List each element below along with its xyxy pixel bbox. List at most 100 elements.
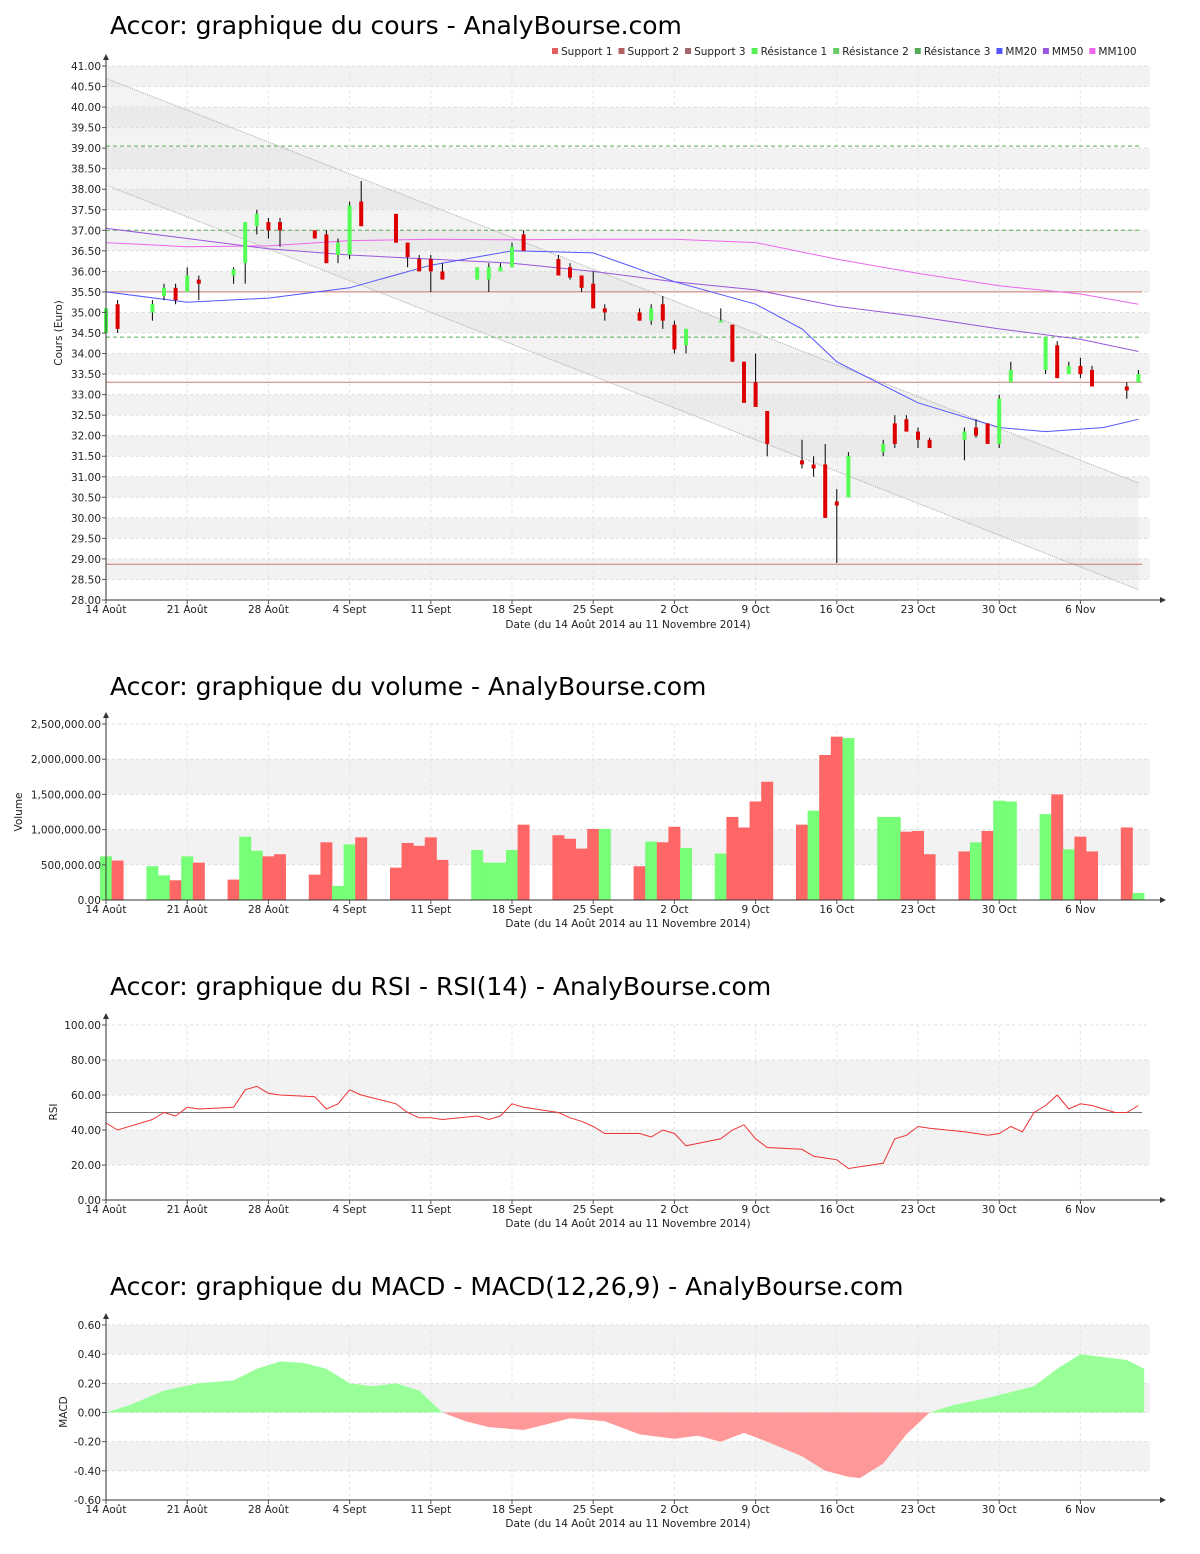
volume-bar bbox=[1039, 814, 1052, 900]
y-tick-label: 20.00 bbox=[71, 1160, 101, 1172]
x-axis-arrow bbox=[1160, 897, 1166, 903]
volume-bar bbox=[958, 851, 971, 900]
y-tick-label: 32.50 bbox=[71, 410, 101, 422]
x-tick-label: 6 Nov bbox=[1065, 604, 1096, 616]
candle-body bbox=[718, 320, 723, 323]
x-tick-label: 14 Août bbox=[86, 1504, 127, 1516]
candle-body bbox=[185, 275, 190, 292]
rsi-axes bbox=[103, 1013, 1166, 1203]
volume-bar bbox=[471, 850, 484, 900]
x-tick-label: 2 Oct bbox=[660, 904, 688, 916]
x-tick-label: 21 Août bbox=[167, 1204, 208, 1216]
candle-body bbox=[243, 222, 248, 264]
trend-channel-fill bbox=[106, 78, 1139, 590]
candle-body bbox=[892, 423, 897, 444]
candle-body bbox=[1055, 345, 1060, 379]
x-tick-label: 16 Oct bbox=[819, 604, 854, 616]
grid-band bbox=[106, 759, 1150, 795]
candle-body bbox=[278, 222, 282, 231]
x-tick-label: 18 Sept bbox=[492, 604, 533, 616]
y-tick-label: 31.50 bbox=[71, 451, 101, 463]
volume-bar bbox=[320, 842, 333, 900]
y-tick-label: 40.00 bbox=[71, 1125, 101, 1137]
volume-bar bbox=[656, 842, 669, 900]
x-tick-label: 30 Oct bbox=[982, 604, 1017, 616]
candle-body bbox=[254, 213, 259, 227]
volume-bar bbox=[830, 736, 843, 900]
x-tick-label: 4 Sept bbox=[333, 1504, 367, 1516]
candle-body bbox=[1078, 365, 1083, 375]
macd-positive-area bbox=[106, 1354, 1145, 1413]
volume-bar bbox=[552, 835, 565, 900]
volume-bar bbox=[227, 879, 240, 900]
volume-bars bbox=[100, 736, 1145, 900]
trend-channel-line bbox=[105, 184, 1139, 591]
rsi-y-label: RSI bbox=[48, 1103, 60, 1120]
y-tick-label: 80.00 bbox=[71, 1055, 101, 1067]
candle-body bbox=[1066, 365, 1071, 375]
price-y-ticks: 28.00 28.50 29.00 29.50 30.00 30.50 31.00 31.50… bbox=[71, 61, 106, 607]
volume-bar bbox=[1074, 836, 1087, 900]
volume-bar bbox=[436, 859, 449, 900]
volume-bar bbox=[1120, 827, 1133, 900]
volume-bar bbox=[575, 848, 588, 900]
x-tick-label: 28 Août bbox=[248, 1204, 289, 1216]
x-tick-label: 11 Sept bbox=[410, 1504, 451, 1516]
candle-body bbox=[1090, 369, 1094, 387]
volume-bar bbox=[587, 828, 600, 900]
y-tick-label: 0.00 bbox=[78, 1195, 101, 1207]
candle-body bbox=[405, 242, 410, 258]
x-tick-label: 23 Oct bbox=[901, 1504, 936, 1516]
rsi-series-line bbox=[105, 1085, 1139, 1170]
y-tick-label: 500,000.00 bbox=[41, 860, 101, 872]
candle-body bbox=[660, 304, 665, 321]
y-tick-label: 36.50 bbox=[71, 246, 101, 258]
y-tick-label: 29.50 bbox=[71, 533, 101, 545]
volume-bar bbox=[111, 860, 124, 900]
candle-body bbox=[162, 287, 166, 297]
volume-bar bbox=[482, 862, 495, 900]
y-tick-label: 35.50 bbox=[71, 287, 101, 299]
legend-swatch bbox=[914, 48, 921, 54]
candle-body bbox=[579, 275, 584, 288]
macd-x-label: Date (du 14 Août 2014 au 11 Novembre 201… bbox=[505, 1518, 750, 1530]
volume-bar bbox=[796, 824, 808, 900]
x-tick-label: 16 Oct bbox=[819, 1204, 854, 1216]
y-tick-label: 31.00 bbox=[71, 472, 101, 484]
volume-x-ticks: 14 Août 21 Août 28 Août 4 Sept 11 Sept 18 Sep… bbox=[86, 900, 1096, 916]
grid-band bbox=[106, 353, 1150, 375]
volume-bar bbox=[738, 827, 750, 900]
candle-body bbox=[649, 308, 654, 321]
candle-body bbox=[1136, 374, 1141, 383]
y-tick-label: 40.50 bbox=[71, 82, 101, 94]
price-y-label: Cours (Euro) bbox=[53, 300, 65, 366]
macd-x-ticks: 14 Août 21 Août 28 Août 4 Sept 11 Sept 18 Sep… bbox=[86, 1500, 1096, 1516]
rsi-chart-title: Accor: graphique du RSI - RSI(14) - Anal… bbox=[110, 972, 771, 1001]
moving-averages bbox=[105, 227, 1139, 433]
y-tick-label: 30.50 bbox=[71, 492, 101, 504]
y-tick-label: 39.00 bbox=[71, 143, 101, 155]
candle-body bbox=[336, 242, 340, 255]
mm100-line bbox=[105, 238, 1139, 305]
volume-bar bbox=[192, 862, 205, 900]
y-tick-label: 33.00 bbox=[71, 390, 101, 402]
x-tick-label: 23 Oct bbox=[901, 904, 936, 916]
y-tick-label: 32.00 bbox=[71, 431, 101, 443]
legend-label: Support 1 bbox=[561, 46, 613, 58]
x-axis-arrow bbox=[1160, 597, 1166, 603]
candle-body bbox=[997, 398, 1002, 444]
price-x-ticks: 14 Août 21 Août 28 Août 4 Sept 11 Sept 18 Sep… bbox=[86, 600, 1096, 616]
legend-swatch bbox=[996, 48, 1003, 54]
x-tick-label: 11 Sept bbox=[410, 904, 451, 916]
x-tick-label: 25 Sept bbox=[573, 904, 614, 916]
y-tick-label: 0.00 bbox=[78, 1408, 101, 1420]
candle-body bbox=[428, 259, 433, 272]
legend-swatch bbox=[1042, 48, 1049, 54]
rsi-chart: Accor: graphique du RSI - RSI(14) - Anal… bbox=[48, 972, 1166, 1230]
y-tick-label: 100.00 bbox=[64, 1020, 101, 1032]
volume-bar bbox=[1062, 849, 1075, 900]
y-tick-label: 28.50 bbox=[71, 574, 101, 586]
x-tick-label: 4 Sept bbox=[333, 604, 367, 616]
volume-bar bbox=[993, 800, 1006, 900]
